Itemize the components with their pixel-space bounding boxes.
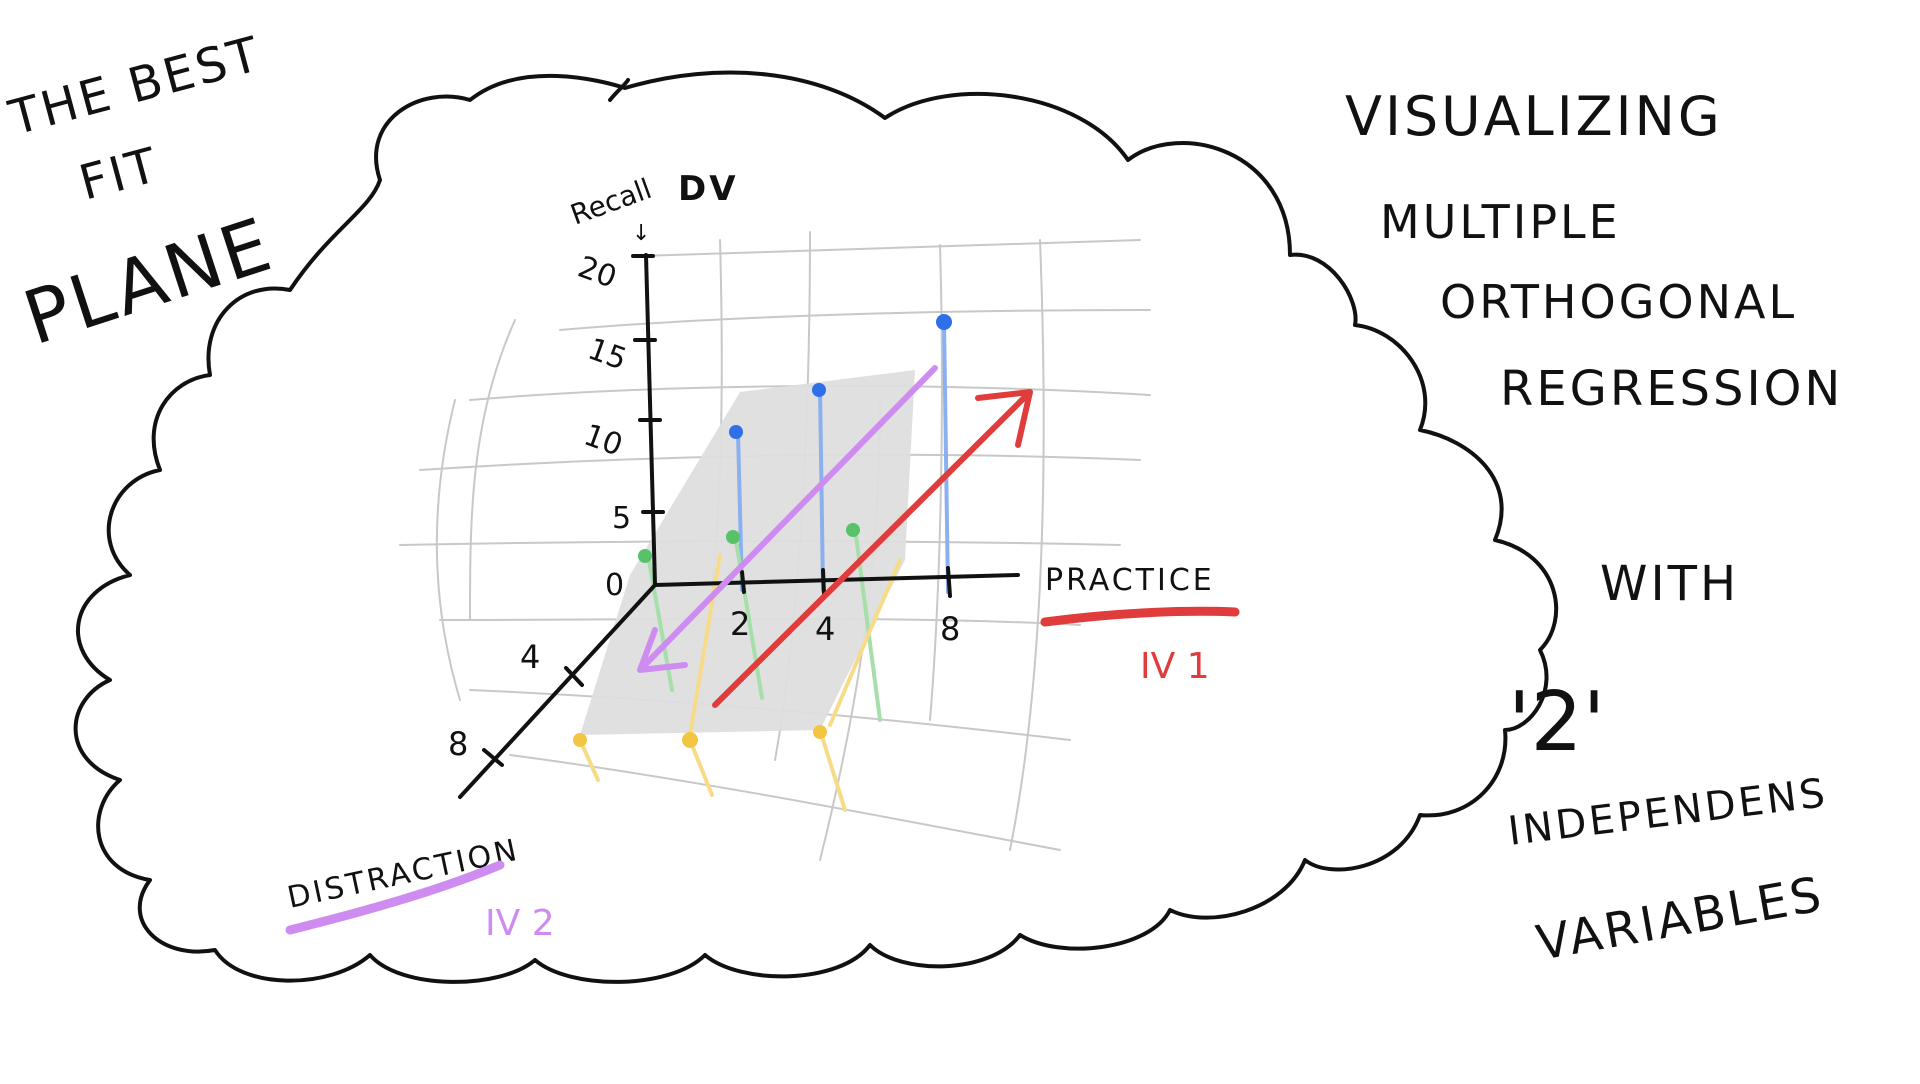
right-title-line6: '2' (1508, 675, 1605, 770)
practice-arrow (712, 389, 1033, 708)
left-title-line1: THE BEST (3, 26, 268, 147)
x-tick (821, 568, 826, 596)
right-title-line8: VARIABLES (1532, 866, 1828, 972)
down-arrow-glyph: ↓ (632, 221, 650, 246)
grid-line (435, 399, 461, 701)
practice-label: PRACTICE (1045, 563, 1215, 598)
grid-line (639, 239, 1141, 257)
right-title-line3: ORTHOGONAL (1440, 275, 1797, 329)
iv1-label: IV 1 (1140, 646, 1210, 687)
y-tick-label: 8 (448, 725, 468, 763)
point-blue (729, 425, 743, 439)
right-title-line7: INDEPENDENS (1506, 770, 1831, 855)
dropline-yellow (818, 728, 847, 812)
right-title-line1: VISUALIZING (1345, 85, 1723, 148)
dropline-blue (942, 320, 950, 594)
right-title: VISUALIZING MULTIPLE ORTHOGONAL REGRESSI… (1345, 85, 1843, 972)
dropline-yellow (688, 738, 714, 797)
data-points (573, 314, 952, 748)
practice-underline (1040, 606, 1240, 627)
grid-line (1009, 239, 1045, 851)
right-title-line5: WITH (1600, 556, 1739, 612)
droplines (578, 320, 950, 812)
z-tick-label: 0 (605, 568, 624, 603)
x-tick-label: 2 (730, 605, 750, 643)
dropline-blue (818, 386, 825, 592)
cloud-gap-mark (608, 78, 630, 102)
grid-line (469, 319, 516, 621)
x-tick-label: 4 (815, 610, 835, 648)
trend-arrows (637, 365, 1033, 708)
dropline-yellow (828, 558, 902, 727)
axes (458, 253, 1020, 799)
cloud-outline (73, 70, 1559, 984)
point-yellow (813, 725, 827, 739)
point-green (726, 530, 740, 544)
distraction-arrow (637, 365, 938, 673)
x-tick-label: 8 (940, 610, 960, 648)
point-yellow (573, 733, 587, 747)
z-tick-label: 15 (583, 332, 631, 378)
dropline-yellow (578, 738, 600, 782)
y-axis-labels: 4 8 DISTRACTION IV 2 (284, 638, 554, 944)
left-title-line3: PLANE (14, 201, 283, 362)
distraction-underline (285, 860, 505, 935)
point-green (846, 523, 860, 537)
x-tick (740, 570, 746, 594)
left-title: THE BEST FIT PLANE (3, 26, 284, 362)
y-axis (458, 583, 657, 799)
y-tick-label: 4 (520, 638, 540, 676)
point-blue (812, 383, 826, 397)
right-title-line4: REGRESSION (1500, 361, 1843, 417)
grid-line (559, 309, 1151, 331)
x-axis (653, 573, 1020, 587)
x-axis-labels: 2 4 8 PRACTICE IV 1 (730, 563, 1240, 687)
z-tick-label: 5 (612, 501, 631, 536)
point-yellow (682, 732, 698, 748)
point-green (638, 549, 652, 563)
right-title-line2: MULTIPLE (1380, 195, 1621, 249)
z-tick-label: 10 (579, 418, 627, 464)
x-tick (946, 566, 952, 598)
left-title-line2: FIT (74, 137, 166, 212)
y-tick (482, 748, 504, 767)
z-tick-label: 20 (573, 250, 621, 296)
y-tick (564, 666, 584, 687)
dropline-green (733, 533, 764, 700)
iv2-label: IV 2 (485, 903, 555, 944)
dv-label: DV (678, 169, 739, 209)
point-blue (936, 314, 952, 330)
